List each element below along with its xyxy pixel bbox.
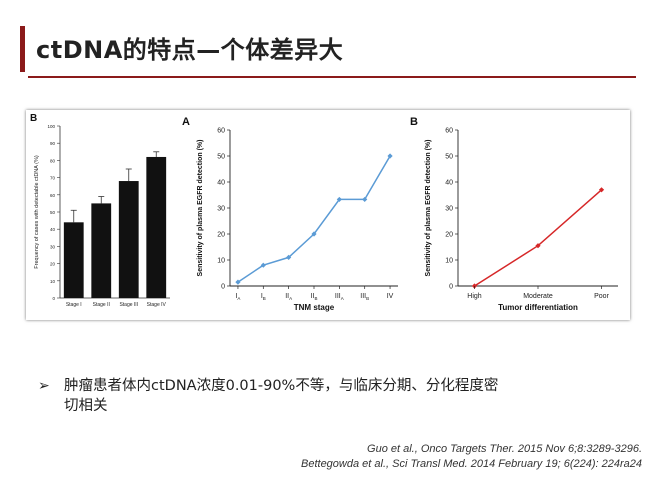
data-point <box>387 153 393 159</box>
y-tick-label: 60 <box>445 128 453 135</box>
y-tick-label: 30 <box>50 244 56 249</box>
y-tick-label: 70 <box>50 176 56 181</box>
x-tick-label: IIB <box>311 293 318 301</box>
y-axis-label: Sensitivity of plasma EGFR detection (%) <box>197 140 204 277</box>
reference-2: Bettegowda et al., Sci Transl Med. 2014 … <box>301 458 642 470</box>
x-tick-label: Stage IV <box>147 302 167 308</box>
slide-title: ctDNA的特点—个体差异大 <box>36 36 344 64</box>
y-tick-label: 30 <box>217 206 225 213</box>
figure-panel: B 0 10 20 30 40 50 60 70 80 90 100 Frequency of case… <box>26 110 630 320</box>
y-tick-label: 100 <box>47 124 55 129</box>
y-tick-label: 0 <box>449 284 453 291</box>
data-point <box>311 231 317 237</box>
x-axis-label: TNM stage <box>294 303 335 312</box>
bar <box>118 181 139 298</box>
series-line <box>237 155 391 283</box>
x-tick-label: IA <box>235 293 240 301</box>
y-tick-label: 60 <box>217 128 225 135</box>
bullet-text-line-1: 肿瘤患者体内ctDNA浓度0.01-90%不等，与临床分期、分化程度密 <box>64 378 499 394</box>
bullet-arrow-icon: ➢ <box>38 378 50 394</box>
y-tick-label: 50 <box>50 210 56 215</box>
y-tick-label: 90 <box>50 141 56 146</box>
panel-label: A <box>182 116 190 128</box>
data-point <box>362 196 368 203</box>
x-axis-label: Tumor differentiation <box>498 303 578 312</box>
y-tick-label: 80 <box>50 158 56 163</box>
differentiation-line-chart-panel: B 0 10 20 30 40 50 60 Sensitivity of plasma EGFR… <box>404 110 630 320</box>
series-line <box>474 189 603 287</box>
x-tick-label: IIA <box>285 293 292 301</box>
bar-chart-panel: B 0 10 20 30 40 50 60 70 80 90 100 Frequency of case… <box>26 110 176 320</box>
references: Guo et al., Onco Targets Ther. 2015 Nov … <box>301 442 642 472</box>
x-tick-label: IB <box>261 293 266 301</box>
title-divider <box>28 76 636 78</box>
y-tick-label: 10 <box>217 258 225 265</box>
bar-chart-stage-frequency: B 0 10 20 30 40 50 60 70 80 90 100 Frequency of case… <box>30 113 170 308</box>
line-chart-tumor-differentiation: B 0 10 20 30 40 50 60 Sensitivity of plasma EGFR… <box>410 116 618 312</box>
tnm-line-chart-panel: A 0 10 20 30 40 50 60 Sensitivity of plasma EGFR… <box>176 110 404 320</box>
y-tick-label: 0 <box>52 296 55 301</box>
y-tick-label: 10 <box>50 279 56 284</box>
bullet-text-line-2: 切相关 <box>64 398 108 414</box>
data-point <box>535 243 541 249</box>
y-tick-label: 0 <box>221 284 225 291</box>
x-tick-label: Poor <box>594 293 609 300</box>
panel-label: B <box>410 116 418 128</box>
y-axis-label: Sensitivity of plasma EGFR detection (%) <box>425 140 432 277</box>
x-tick-label: High <box>467 293 482 300</box>
x-tick-label: Moderate <box>523 293 553 300</box>
y-tick-label: 20 <box>445 232 453 239</box>
bar <box>63 222 84 298</box>
bar <box>146 156 167 298</box>
y-tick-label: 40 <box>217 180 225 187</box>
y-tick-label: 30 <box>445 206 453 213</box>
y-tick-label: 40 <box>445 180 453 187</box>
panel-label: B <box>30 113 37 124</box>
y-tick-label: 20 <box>217 232 225 239</box>
reference-1: Guo et al., Onco Targets Ther. 2015 Nov … <box>367 443 642 455</box>
y-axis-label: Frequency of cases with detectable ctDNA… <box>34 155 40 269</box>
title-accent-bar <box>20 26 25 72</box>
x-tick-label: IIIB <box>360 293 369 301</box>
bar <box>91 203 112 298</box>
x-tick-label: IV <box>387 293 394 300</box>
y-tick-label: 50 <box>217 154 225 161</box>
y-tick-label: 10 <box>445 258 453 265</box>
line-chart-tnm-stage: A 0 10 20 30 40 50 60 Sensitivity of plasma EGFR… <box>182 116 398 312</box>
y-tick-label: 20 <box>50 262 56 267</box>
y-tick-label: 40 <box>50 227 56 232</box>
x-tick-label: IIIA <box>335 293 344 301</box>
x-tick-label: Stage I <box>66 302 82 308</box>
x-tick-label: Stage II <box>93 302 110 308</box>
data-point <box>598 187 605 193</box>
bullet-text: 肿瘤患者体内ctDNA浓度0.01-90%不等，与临床分期、分化程度密 切相关 <box>64 376 624 416</box>
y-tick-label: 60 <box>50 193 56 198</box>
y-tick-label: 50 <box>445 154 453 161</box>
x-tick-label: Stage III <box>119 302 138 308</box>
data-point <box>260 262 266 268</box>
